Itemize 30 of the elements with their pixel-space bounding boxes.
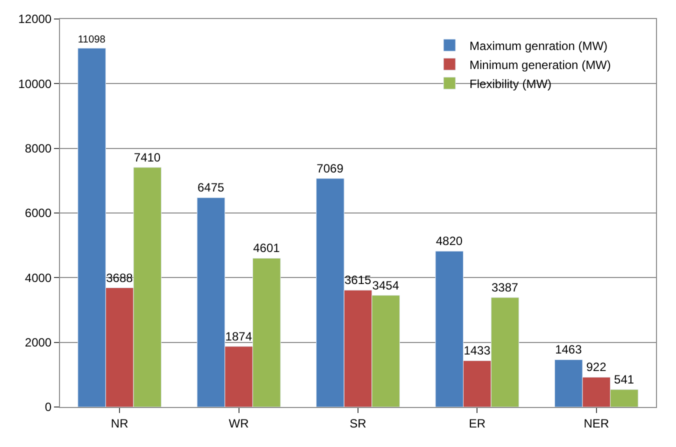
legend-label: Minimum generation (MW) [470, 58, 611, 72]
y-tick-label: 8000 [24, 142, 52, 156]
data-label: 1433 [464, 344, 491, 358]
data-label: 3615 [344, 273, 372, 288]
data-label: 1463 [555, 342, 582, 357]
data-label: 4601 [253, 241, 280, 256]
legend-label: Flexibility (MW) [470, 76, 552, 91]
data-label: 7410 [134, 150, 161, 164]
data-label: 3688 [106, 270, 134, 285]
data-label: 922 [586, 360, 607, 374]
data-label: 3387 [492, 280, 519, 294]
data-label: 11098 [78, 34, 106, 46]
data-label: 4820 [436, 234, 463, 248]
y-tick-label: 12000 [18, 12, 52, 26]
y-tick-label: 0 [44, 400, 52, 414]
data-label: 7069 [316, 161, 344, 176]
y-tick-label: 4000 [24, 270, 52, 285]
x-tick-label: ER [468, 416, 486, 430]
data-label: 541 [614, 372, 634, 387]
x-tick-label: SR [350, 416, 367, 430]
x-tick-label: NER [584, 416, 610, 430]
y-tick-label: 6000 [24, 206, 52, 220]
data-label: 1874 [225, 329, 252, 344]
data-label: 3454 [372, 278, 400, 292]
x-tick-label: WR [228, 416, 250, 430]
data-label: 6475 [197, 180, 224, 195]
legend-label: Maximum genration (MW) [470, 38, 608, 53]
y-tick-label: 10000 [18, 76, 52, 91]
x-tick-label: NR [110, 416, 129, 430]
y-tick-label: 2000 [24, 336, 52, 350]
